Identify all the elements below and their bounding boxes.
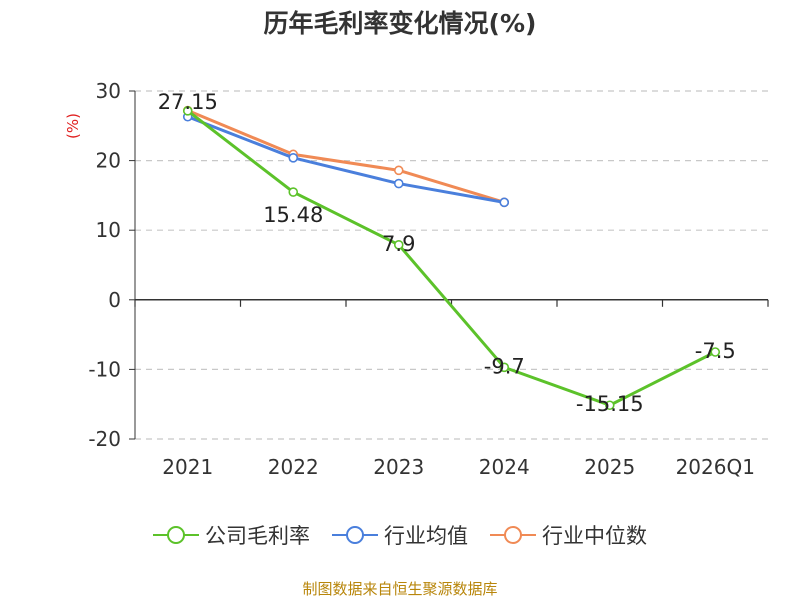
legend-label-industry-median: 行业中位数 [542, 524, 647, 548]
legend-marker-industry-mean [332, 526, 378, 544]
series-line [187, 109, 505, 204]
y-tick-label: -20 [88, 427, 121, 451]
data-point [604, 400, 615, 411]
data-label: 15.48 [263, 203, 323, 227]
legend-item-industry-median[interactable]: 行业中位数 [490, 520, 647, 550]
data-point [499, 197, 510, 208]
data-label: 7.9 [382, 232, 415, 256]
legend: 公司毛利率 行业均值 行业中位数 [0, 520, 800, 550]
x-tick-label: 2021 [162, 455, 213, 479]
legend-label-company: 公司毛利率 [205, 524, 310, 548]
series-line [187, 115, 505, 204]
legend-item-industry-mean[interactable]: 行业均值 [332, 520, 468, 550]
y-tick-label: 20 [96, 149, 121, 173]
x-tick-label: 2022 [268, 455, 319, 479]
data-point [288, 187, 299, 197]
data-label: -7.5 [695, 339, 736, 363]
data-point [393, 178, 404, 189]
x-tick-label: 2026Q1 [676, 455, 755, 479]
data-source-note: 制图数据来自恒生聚源数据库 [302, 580, 498, 598]
data-point [710, 347, 721, 357]
data-point [393, 165, 404, 176]
data-point [288, 153, 299, 163]
y-tick-label: 10 [96, 218, 121, 242]
data-label: -15.15 [576, 392, 644, 416]
y-tick-label: 30 [96, 79, 121, 103]
data-point [182, 106, 193, 116]
x-tick-label: 2025 [584, 455, 635, 479]
x-tick-label: 2024 [479, 455, 530, 479]
x-tick-label: 2023 [373, 455, 424, 479]
data-point [499, 362, 510, 373]
legend-label-industry-mean: 行业均值 [384, 524, 468, 548]
y-axis-label: (%) [64, 113, 82, 139]
y-tick-label: 0 [108, 288, 121, 312]
data-point [393, 240, 404, 250]
data-label: 27.15 [158, 90, 218, 114]
y-tick-label: -10 [88, 357, 121, 381]
legend-item-company[interactable]: 公司毛利率 [153, 520, 310, 550]
legend-marker-company [153, 526, 199, 544]
legend-marker-industry-median [490, 526, 536, 544]
series-line [186, 109, 716, 407]
chart-title: 历年毛利率变化情况(%) [263, 9, 537, 38]
data-label: -9.7 [484, 354, 525, 378]
